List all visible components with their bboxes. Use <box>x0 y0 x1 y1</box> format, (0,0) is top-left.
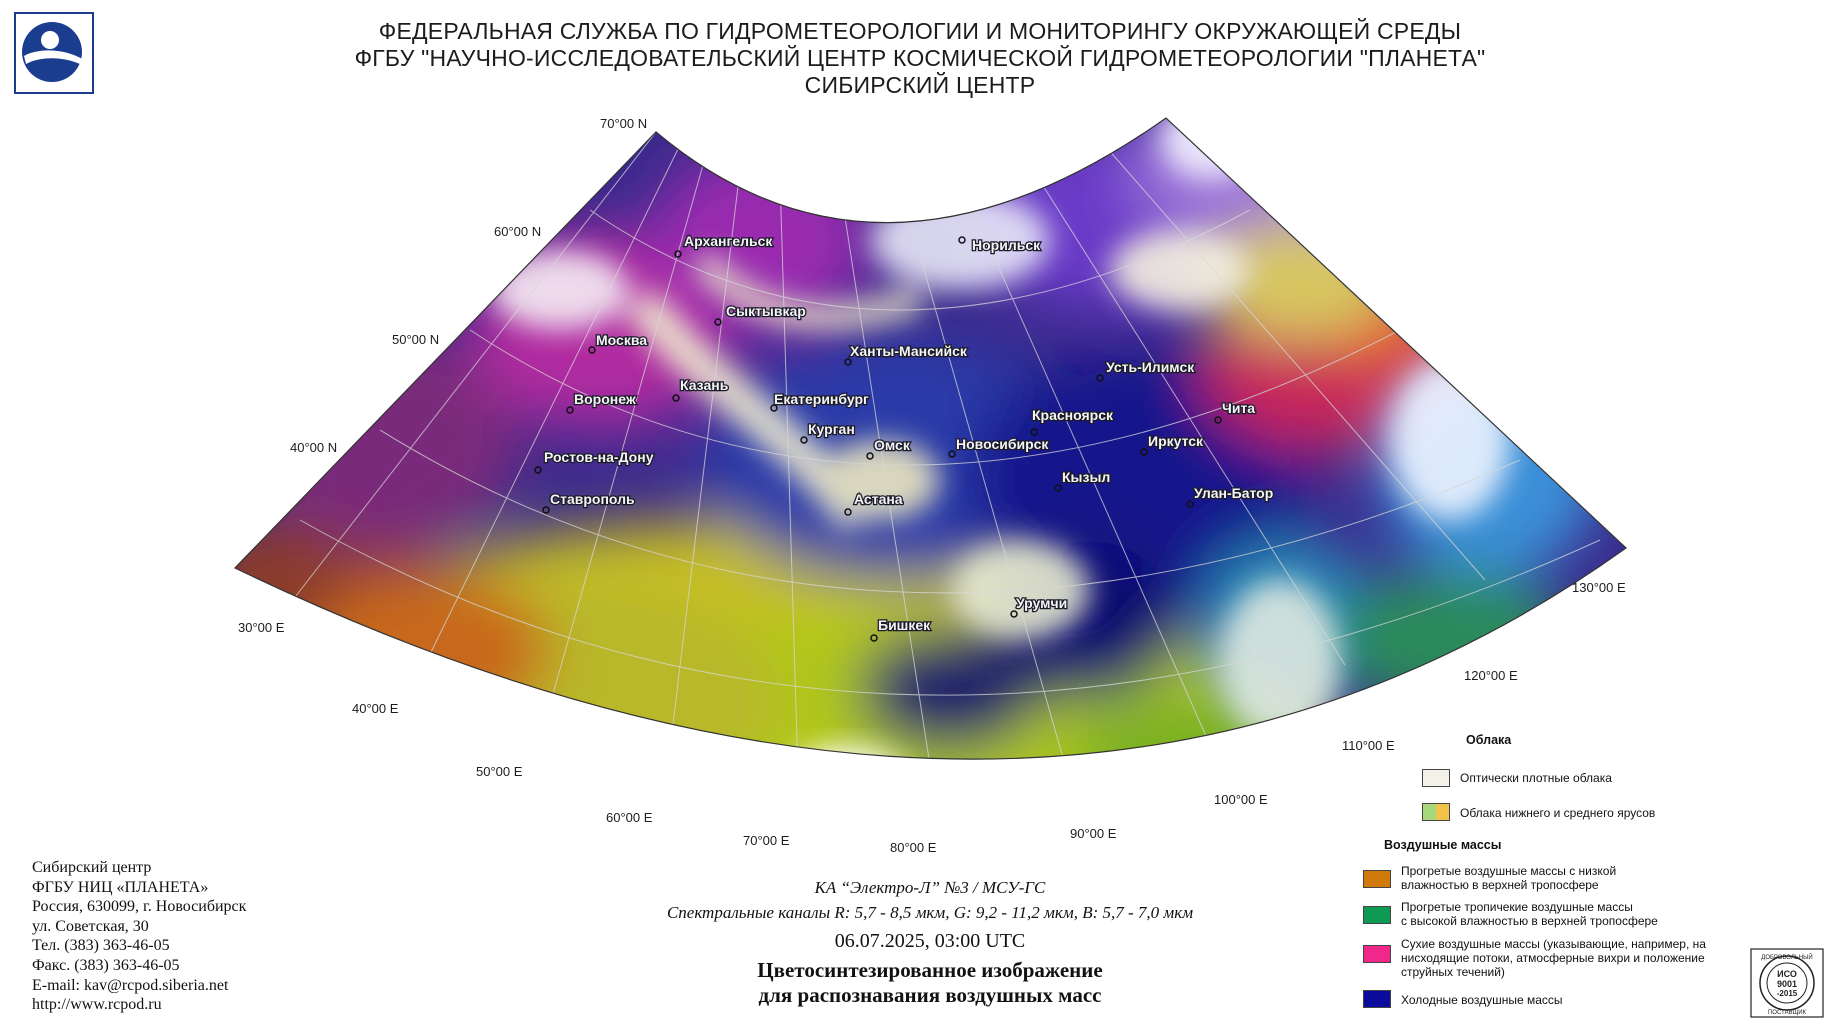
address-street: ул. Советская, 30 <box>32 917 149 935</box>
address-name: ФГБУ НИЦ «ПЛАНЕТА» <box>32 878 209 896</box>
city-syktyvkar: Сыктывкар <box>726 303 806 319</box>
lon-label-70: 70°00 E <box>743 833 790 848</box>
legend-label-warm-dry-line1: Прогретые воздушные массы с низкой <box>1401 864 1617 878</box>
city-arkhangelsk: Архангельск <box>684 233 773 249</box>
legend-label-warm-dry: Прогретые воздушные массы с низкой влажн… <box>1401 864 1616 892</box>
iso-badge-bottom: ПОСТАВЩИК <box>1768 1010 1807 1016</box>
city-rostov-na-donu: Ростов-на-Дону <box>544 449 654 465</box>
city-voronezh: Воронеж <box>574 391 637 407</box>
caption-channels: Спектральные каналы R: 5,7 - 8,5 мкм, G:… <box>666 903 1194 922</box>
city-kurgan: Курган <box>808 421 855 437</box>
lon-label-120: 120°00 E <box>1464 668 1518 683</box>
address-block: Сибирский центр ФГБУ НИЦ «ПЛАНЕТА» Росси… <box>32 858 246 1015</box>
caption-title-1: Цветосинтезированное изображение <box>757 958 1103 982</box>
lon-label-110: 110°00 E <box>1342 738 1395 753</box>
iso-9001-badge-icon: ДОБРОВОЛЬНЫЙ ИСО 9001 -2015 ПОСТАВЩИК <box>1750 948 1824 1018</box>
legend-swatch-dry <box>1363 945 1391 963</box>
lat-label-50: 50°00 N <box>392 332 439 347</box>
iso-badge-top: ДОБРОВОЛЬНЫЙ <box>1761 953 1812 961</box>
legend-swatch-cold <box>1363 990 1391 1008</box>
header: ФЕДЕРАЛЬНАЯ СЛУЖБА ПО ГИДРОМЕТЕОРОЛОГИИ … <box>0 18 1840 99</box>
caption-satellite: КА “Электро-Л” №3 / МСУ-ГС <box>814 878 1046 897</box>
legend-label-warm-humid-line2: с высокой влажностью в верхней тропосфер… <box>1401 914 1658 928</box>
city-krasnoyarsk: Красноярск <box>1032 407 1114 423</box>
lon-label-30: 30°00 E <box>238 620 285 635</box>
city-markers <box>534 236 1222 642</box>
city-kyzyl: Кызыл <box>1062 469 1110 485</box>
city-astana: Астана <box>854 491 903 507</box>
caption-title-2: для распознавания воздушных масс <box>758 983 1102 1007</box>
header-line-1: ФЕДЕРАЛЬНАЯ СЛУЖБА ПО ГИДРОМЕТЕОРОЛОГИИ … <box>378 18 1462 44</box>
legend-air-title: Воздушные массы <box>1384 838 1502 852</box>
legend-label-warm-humid: Прогретые тропичекие воздушные массы с в… <box>1401 900 1658 928</box>
city-bishkek: Бишкек <box>878 617 931 633</box>
city-ulan-bator: Улан-Батор <box>1194 485 1273 501</box>
city-khanty-mansiysk: Ханты-Мансийск <box>850 343 968 359</box>
city-kazan: Казань <box>680 377 729 393</box>
legend-clouds-title: Облака <box>1466 733 1512 747</box>
lon-label-130: 130°00 E <box>1572 580 1626 595</box>
city-stavropol: Ставрополь <box>550 491 635 507</box>
lat-label-70: 70°00 N <box>600 116 647 131</box>
lat-label-60: 60°00 N <box>494 224 541 239</box>
city-chita: Чита <box>1222 400 1255 416</box>
address-city: Россия, 630099, г. Новосибирск <box>32 898 247 916</box>
legend-label-warm-humid-line1: Прогретые тропичекие воздушные массы <box>1401 900 1633 914</box>
legend-label-dry: Сухие воздушные массы (указывающие, напр… <box>1401 937 1706 979</box>
lon-label-60: 60°00 E <box>606 810 653 825</box>
legend-label-warm-dry-line2: влажностью в верхней тропосфере <box>1401 878 1599 892</box>
legend-label-cold: Холодные воздушные массы <box>1401 993 1563 1007</box>
address-email[interactable]: E-mail: kav@rcpod.siberia.net <box>32 976 229 994</box>
iso-badge-mid2: 9001 <box>1777 979 1797 989</box>
legend-swatch-low-mid-clouds <box>1422 803 1450 821</box>
address-org: Сибирский центр <box>32 859 152 876</box>
city-ust-ilimsk: Усть-Илимск <box>1106 359 1195 375</box>
legend-label-dry-line1: Сухие воздушные массы (указывающие, напр… <box>1401 937 1706 951</box>
caption-datetime: 06.07.2025, 03:00 UTC <box>834 930 1026 952</box>
city-omsk: Омск <box>874 437 911 453</box>
graticule <box>284 118 1626 760</box>
legend-label-low-mid-clouds: Облака нижнего и среднего ярусов <box>1460 806 1656 820</box>
roshydromet-logo-icon <box>14 12 94 94</box>
header-line-3: СИБИРСКИЙ ЦЕНТР <box>804 72 1036 98</box>
lon-label-50: 50°00 E <box>476 764 523 779</box>
legend-swatch-warm-dry <box>1363 870 1391 888</box>
lat-label-40: 40°00 N <box>290 440 337 455</box>
satellite-image <box>235 118 1626 760</box>
iso-badge-mid3: -2015 <box>1777 989 1798 998</box>
legend-swatch-warm-humid <box>1363 906 1391 924</box>
lon-label-80: 80°00 E <box>890 840 937 855</box>
lon-label-100: 100°00 E <box>1214 792 1268 807</box>
lon-label-90: 90°00 E <box>1070 826 1117 841</box>
legend-label-dry-line3: струйных течений) <box>1401 965 1505 979</box>
legend-label-dry-line2: нисходящие потоки, атмосферные вихри и п… <box>1401 951 1705 965</box>
lon-label-40: 40°00 E <box>352 701 399 716</box>
city-moscow: Москва <box>596 332 647 348</box>
city-yekaterinburg: Екатеринбург <box>774 391 869 407</box>
address-fax: Факс. (383) 363-46-05 <box>32 956 180 974</box>
iso-badge-mid1: ИСО <box>1777 969 1797 979</box>
legend-label-dense-clouds: Оптически плотные облака <box>1460 771 1612 785</box>
city-novosibirsk: Новосибирск <box>956 436 1049 452</box>
city-norilsk: Норильск <box>972 237 1041 253</box>
city-irkutsk: Иркутск <box>1148 433 1204 449</box>
header-line-2: ФГБУ "НАУЧНО-ИССЛЕДОВАТЕЛЬСКИЙ ЦЕНТР КОС… <box>354 45 1486 71</box>
city-urumqi: Урумчи <box>1016 595 1067 611</box>
address-phone: Тел. (383) 363-46-05 <box>32 937 170 955</box>
address-web[interactable]: http://www.rcpod.ru <box>32 996 162 1014</box>
legend-swatch-dense-clouds <box>1422 769 1450 787</box>
